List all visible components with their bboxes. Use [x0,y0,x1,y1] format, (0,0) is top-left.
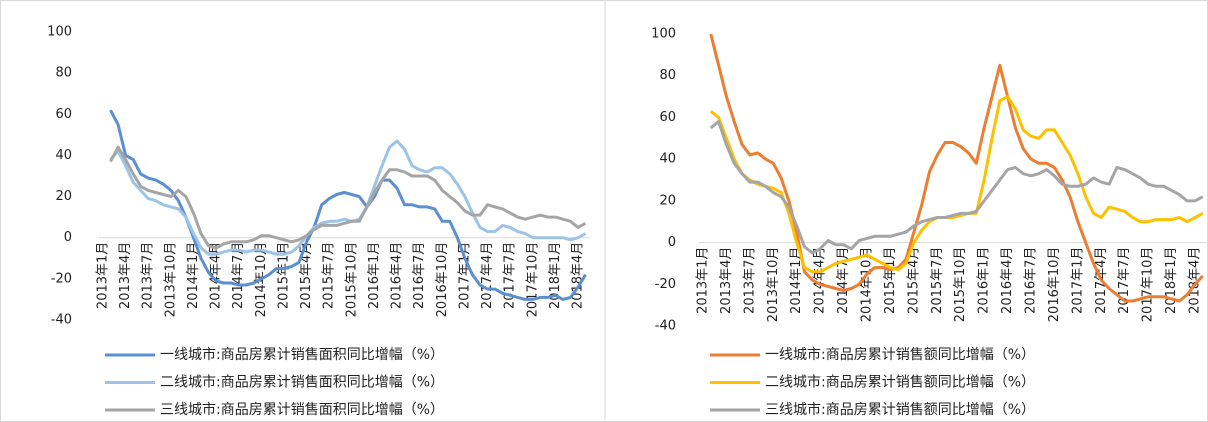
y-tick-label: 60 [659,110,676,125]
x-tick-label: 2015年1月 [276,242,291,309]
x-tick-label: 2013年10月 [766,247,781,323]
y-tick-label: -20 [51,271,72,286]
x-tick-label: 2015年10月 [344,242,359,318]
y-tick-label: 0 [668,235,676,250]
x-tick-label: 2016年7月 [1024,247,1039,314]
series-line [709,95,1204,274]
x-tick-label: 2016年10月 [1047,247,1062,323]
x-tick-label: 2018年4月 [1188,247,1203,314]
x-tick-label: 2013年7月 [742,247,757,314]
x-tick-label: 2015年7月 [930,247,945,314]
y-tick-label: 100 [47,25,72,40]
y-tick-label: -40 [655,319,676,334]
y-tick-label: 80 [659,68,676,83]
y-tick-label: 0 [64,230,72,245]
x-tick-label: 2015年7月 [322,242,337,309]
x-tick-label: 2013年4月 [719,247,734,314]
x-tick-label: 2015年1月 [883,247,898,314]
y-tick-label: 80 [55,66,72,81]
x-tick-label: 2016年7月 [412,242,427,309]
legend-label: 二线城市:商品房累计销售面积同比增幅（%） [160,374,444,391]
x-tick-label: 2013年7月 [141,242,156,309]
x-tick-label: 2018年4月 [571,242,586,309]
x-tick-label: 2016年1月 [367,242,382,309]
y-tick-label: -40 [51,313,72,328]
x-tick-label: 2016年1月 [977,247,992,314]
y-tick-label: -20 [655,277,676,292]
y-tick-label: 20 [659,193,676,208]
x-tick-label: 2017年7月 [503,242,518,309]
series-line [709,120,1204,255]
y-tick-label: 60 [55,107,72,122]
x-tick-label: 2013年10月 [163,242,178,318]
x-tick-label: 2018年1月 [548,242,563,309]
legend-label: 二线城市:商品房累计销售额同比增幅（%） [765,374,1035,391]
series-line [109,139,587,256]
series-line [109,145,587,250]
x-tick-label: 2017年7月 [1117,247,1132,314]
x-tick-label: 2014年7月 [231,242,246,309]
x-tick-label: 2013年1月 [696,247,711,314]
x-tick-label: 2017年1月 [1070,247,1085,314]
x-tick-label: 2013年1月 [96,242,111,309]
legend-label: 三线城市:商品房累计销售面积同比增幅（%） [160,401,444,418]
y-tick-label: 40 [55,148,72,163]
x-tick-label: 2017年4月 [480,242,495,309]
x-tick-label: 2013年4月 [118,242,133,309]
x-tick-label: 2014年1月 [186,242,201,309]
x-tick-label: 2018年1月 [1164,247,1179,314]
legend-label: 三线城市:商品房累计销售额同比增幅（%） [765,401,1035,418]
y-tick-label: 40 [659,152,676,167]
legend-label: 一线城市:商品房累计销售额同比增幅（%） [765,346,1035,363]
x-tick-label: 2014年7月 [836,247,851,314]
x-tick-label: 2017年1月 [457,242,472,309]
y-tick-label: 100 [651,27,676,42]
x-tick-label: 2017年10月 [525,242,540,318]
x-tick-label: 2016年10月 [435,242,450,318]
legend-label: 一线城市:商品房累计销售面积同比增幅（%） [160,346,444,363]
x-tick-label: 2014年4月 [209,242,224,309]
x-tick-label: 2015年4月 [906,247,921,314]
x-tick-label: 2014年4月 [813,247,828,314]
x-tick-label: 2015年4月 [299,242,314,309]
x-tick-label: 2014年1月 [789,247,804,314]
y-tick-label: 20 [55,189,72,204]
x-tick-label: 2014年10月 [860,247,875,323]
x-tick-label: 2015年10月 [953,247,968,323]
x-tick-label: 2016年4月 [1000,247,1015,314]
x-tick-label: 2017年10月 [1141,247,1156,323]
x-tick-label: 2016年4月 [390,242,405,309]
